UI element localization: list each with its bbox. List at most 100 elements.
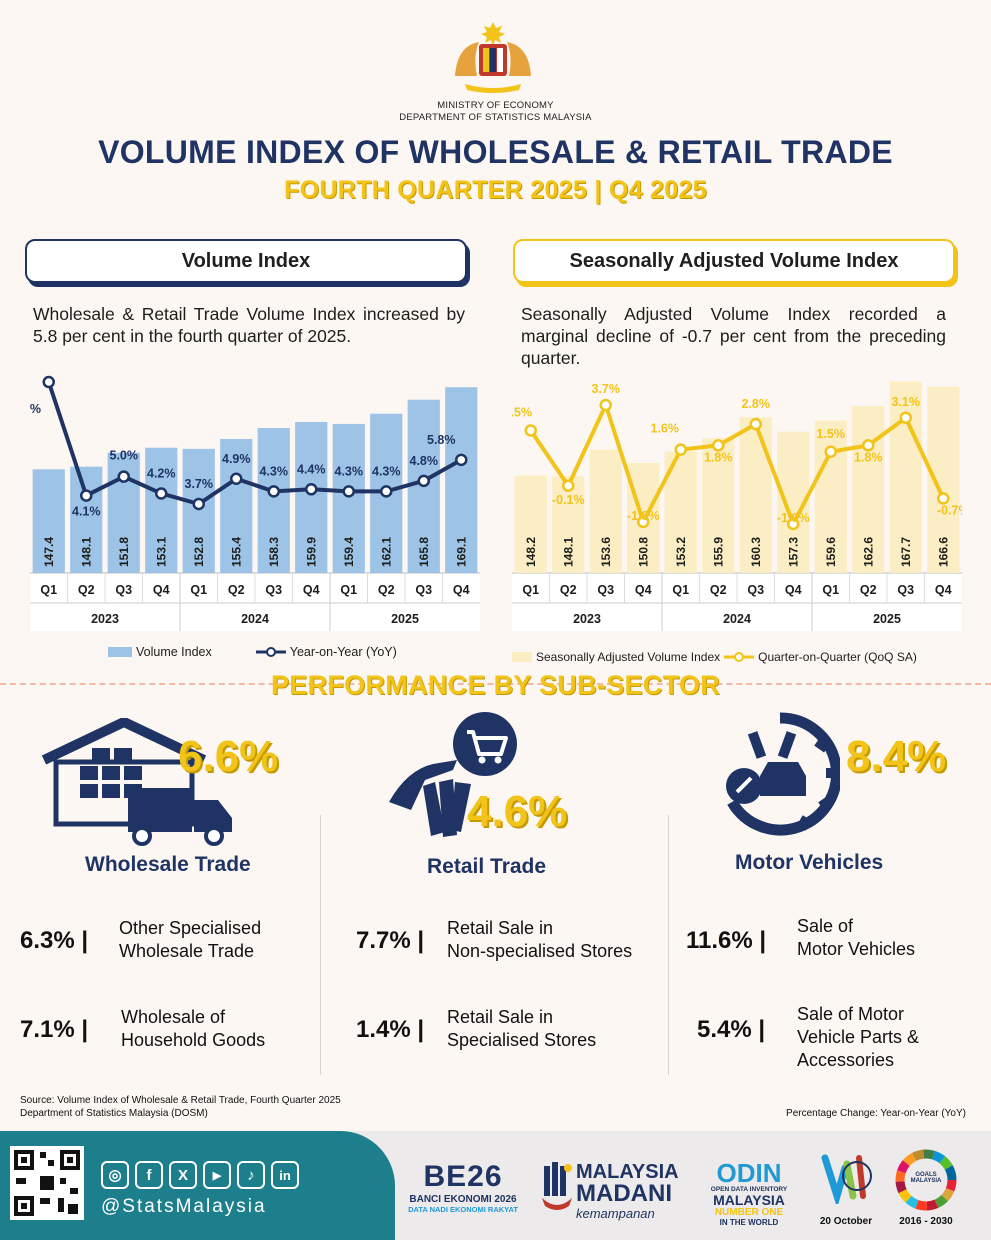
x-tick-label: Q4 [303, 583, 320, 597]
statistics-day-logo [821, 1154, 872, 1204]
bar-value-label: 169.1 [454, 537, 468, 567]
qr-code-icon[interactable] [10, 1146, 84, 1220]
sub-label-non-specialised: Retail Sale in Non-specialised Stores [447, 918, 633, 961]
x-tick-label: Q2 [560, 583, 577, 597]
x-icon[interactable]: X [169, 1161, 197, 1189]
sa-volume-index-heading: Seasonally Adjusted Volume Index [513, 239, 955, 283]
legend-bar-label: Seasonally Adjusted Volume Index [536, 650, 721, 664]
sdg-caption: 2016 - 2030 [899, 1216, 953, 1227]
line-value-label: -0.7% [937, 504, 962, 518]
x-tick-label: Q1 [672, 583, 689, 597]
sub-pct-motor-vehicles: 11.6% | [686, 927, 767, 954]
percentage-change-note: Percentage Change: Year-on-Year (YoY) [786, 1108, 966, 1119]
line-point [267, 485, 280, 498]
line-value-label: 1.6% [651, 422, 680, 436]
line-series [529, 403, 946, 526]
legend-bar-swatch [108, 647, 132, 657]
line-value-label: 1.5% [817, 427, 846, 441]
bar [182, 448, 215, 573]
x-tick-label: Q1 [40, 583, 57, 597]
line-point [417, 474, 430, 488]
sa-volume-index-chart: 148.2 Q1 148.1 Q2 153.6 Q3 150.8 Q4 153.2 Q1 155.9… [512, 381, 962, 631]
department-name: DEPARTMENT OF STATISTICS MALAYSIA [399, 112, 592, 123]
line-point [824, 445, 837, 458]
line-value-label: 4.3% [372, 464, 401, 478]
line-value-label: 1.8% [704, 450, 733, 464]
legend-line-label: Quarter-on-Quarter (QoQ SA) [758, 650, 917, 664]
line-value-label: -1.8% [627, 509, 660, 523]
page-title: VOLUME INDEX OF WHOLESALE & RETAIL TRADE [98, 134, 893, 170]
x-tick-label: Q2 [710, 583, 727, 597]
line-value-label: 4.2% [147, 466, 176, 480]
bar [552, 476, 585, 573]
bar-value-label: 152.8 [192, 537, 206, 567]
line-value-label: 3.7% [185, 477, 214, 491]
sub-label-other-specialised: Other Specialised Wholesale Trade [119, 918, 262, 961]
statistics-day-caption: 20 October [819, 1216, 873, 1227]
social-links: ◎ f X ▶ ♪ in [101, 1161, 299, 1189]
linkedin-icon[interactable]: in [271, 1161, 299, 1189]
line-point [524, 424, 537, 437]
line-value-label: 4.8% [410, 454, 439, 468]
bar-value-label: 157.3 [786, 537, 800, 567]
bar [70, 466, 103, 573]
column-divider [320, 815, 321, 1075]
line-value-label: 3.7% [592, 382, 621, 396]
wholesale-trade-name: Wholesale Trade [85, 853, 251, 876]
motor-vehicles-name: Motor Vehicles [735, 851, 884, 874]
legend-line-swatch [255, 647, 286, 657]
x-tick-label: Q1 [522, 583, 539, 597]
tiktok-icon[interactable]: ♪ [237, 1161, 265, 1189]
retail-pct: 4.6% [467, 787, 568, 836]
line-value-label: 1.8% [854, 450, 883, 464]
legend-bar-label: Volume Index [136, 645, 212, 659]
bar-value-label: 159.6 [824, 537, 838, 567]
line-point [712, 439, 725, 452]
bar-value-label: 158.3 [267, 537, 281, 567]
line-value-label: 4.1% [72, 505, 101, 519]
sub-pct-household-goods: 7.1% | [20, 1016, 89, 1043]
line-value-label: 4.4% [297, 462, 326, 476]
line-value-label: 3.1% [892, 395, 921, 409]
right-legend: Seasonally Adjusted Volume Index Quarter… [512, 650, 917, 664]
youtube-icon[interactable]: ▶ [203, 1161, 231, 1189]
x-tick-label: Q1 [190, 583, 207, 597]
bar [852, 406, 885, 573]
sub-label-household-goods: Wholesale of Household Goods [121, 1007, 266, 1050]
sub-pct-specialised: 1.4% | [356, 1016, 425, 1043]
bar [32, 469, 65, 573]
line-value-label: -0.1% [552, 493, 585, 507]
line-point [787, 517, 800, 531]
line-point [230, 472, 243, 486]
volume-index-heading: Volume Index [25, 239, 467, 283]
facebook-icon[interactable]: f [135, 1161, 163, 1189]
line-value-label: 9.5% [30, 402, 41, 416]
bar-value-label: 153.1 [154, 537, 168, 567]
bar-value-label: 155.9 [711, 537, 725, 567]
bar [514, 475, 547, 573]
sub-pct-non-specialised: 7.7% | [356, 927, 425, 954]
line-point [80, 489, 93, 502]
line-point [42, 375, 55, 389]
bar-value-label: 150.8 [636, 537, 650, 567]
line-point [117, 470, 130, 483]
bar-value-label: 159.4 [342, 537, 356, 567]
section-divider [0, 683, 991, 685]
bar-value-label: 162.6 [861, 537, 875, 567]
x-tick-label: Q3 [415, 583, 432, 597]
line-value-label: 4.3% [260, 464, 289, 478]
line-point [637, 515, 650, 529]
motor-pct: 8.4% [846, 732, 947, 781]
bar [332, 423, 365, 573]
social-handle[interactable]: @StatsMalaysia [101, 1196, 267, 1217]
line-point [937, 492, 950, 505]
instagram-icon[interactable]: ◎ [101, 1161, 129, 1189]
wholesale-pct: 6.6% [178, 732, 279, 781]
x-tick-label: Q3 [897, 583, 914, 597]
line-point [562, 479, 575, 492]
x-tick-label: Q2 [860, 583, 877, 597]
line-point [455, 453, 468, 467]
shopping-hand-icon [389, 712, 517, 837]
line-value-label: 4.3% [335, 464, 364, 478]
bar-value-label: 167.7 [899, 537, 913, 567]
